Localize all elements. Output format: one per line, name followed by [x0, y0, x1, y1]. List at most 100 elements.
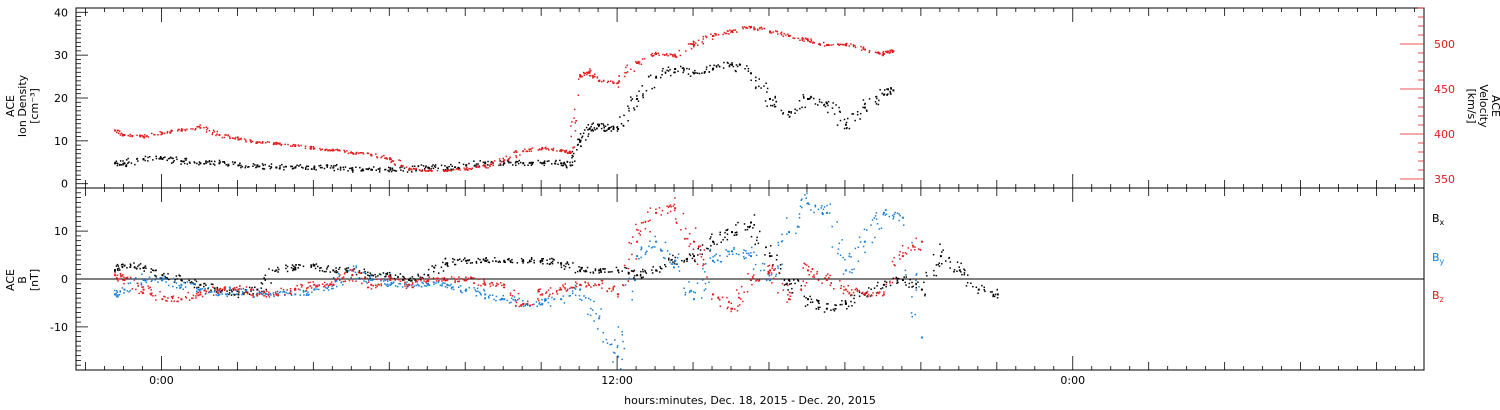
- top-velocity-sample: [618, 80, 621, 83]
- bottom-By-sample: [581, 299, 583, 301]
- top-velocity-sample: [431, 170, 433, 172]
- bottom-Bx-sample: [190, 281, 193, 283]
- top-velocity-sample: [734, 29, 737, 31]
- top-velocity-sample: [881, 54, 884, 56]
- bottom-By-sample: [441, 283, 443, 285]
- bottom-Bz-sample: [682, 212, 685, 215]
- bottom-By-sample: [229, 287, 231, 290]
- bottom-By-sample: [411, 284, 413, 286]
- top-density-sample: [173, 160, 175, 162]
- bottom-Bz-sample: [531, 304, 534, 306]
- top-density-sample: [633, 107, 635, 109]
- bottom-left-tick-label: 10: [54, 225, 68, 238]
- top-velocity-sample: [705, 36, 708, 38]
- top-density-sample: [389, 167, 392, 169]
- top-velocity-sample: [874, 51, 877, 53]
- top-density-sample: [579, 133, 582, 135]
- top-velocity-sample: [528, 148, 530, 151]
- bottom-By-sample: [600, 308, 602, 310]
- bottom-By-sample: [380, 280, 382, 282]
- bottom-Bz-sample: [635, 258, 637, 260]
- bottom-Bx-sample: [312, 263, 315, 266]
- top-velocity-sample: [272, 143, 275, 146]
- bottom-Bz-point: [294, 288, 297, 291]
- top-density-sample: [653, 86, 656, 89]
- top-density-sample: [782, 112, 785, 114]
- bottom-By-sample: [551, 296, 553, 299]
- bottom-Bz-sample: [379, 278, 382, 281]
- top-velocity-sample: [129, 133, 131, 136]
- bottom-Bx-sample: [560, 264, 562, 266]
- bottom-Bx-sample: [382, 272, 385, 274]
- top-left-ylabel: ACE Ion Density [cm⁻³]: [4, 74, 41, 137]
- top-density-sample: [774, 95, 776, 98]
- top-velocity-sample: [845, 45, 847, 47]
- bottom-Bz-sample: [830, 282, 832, 285]
- bottom-Bx-sample: [154, 274, 156, 277]
- bottom-Bx-sample: [260, 282, 263, 284]
- bottom-Bz-sample: [323, 286, 325, 288]
- bottom-Bx-sample: [953, 271, 955, 273]
- bottom-By-sample: [765, 279, 768, 282]
- top-density-sample: [790, 111, 792, 113]
- bottom-Bx-sample: [720, 241, 722, 243]
- bottom-Bz-sample: [260, 293, 263, 295]
- top-velocity-sample: [352, 153, 354, 155]
- bottom-Bz-sample: [576, 282, 578, 285]
- bottom-Bz-sample: [726, 307, 729, 310]
- bottom-Bx-sample: [674, 256, 677, 259]
- bottom-By-sample: [415, 284, 417, 287]
- top-velocity-sample: [626, 71, 629, 73]
- top-density-sample: [571, 150, 574, 153]
- bottom-By-sample: [593, 300, 595, 303]
- top-density-sample: [744, 68, 746, 70]
- top-density-sample: [579, 139, 581, 142]
- top-velocity-sample: [249, 140, 252, 143]
- top-velocity-sample: [828, 44, 830, 46]
- bottom-Bz-sample: [702, 258, 705, 261]
- bottom-Bx-sample: [293, 268, 295, 271]
- top-density-sample: [863, 103, 866, 106]
- top-velocity-sample: [588, 72, 591, 74]
- bottom-By-sample: [178, 284, 180, 287]
- bottom-Bz-sample: [738, 296, 740, 299]
- bottom-Bx-sample: [329, 271, 331, 273]
- top-density-sample: [628, 110, 630, 112]
- top-velocity-sample: [606, 81, 609, 84]
- top-velocity-point: [351, 152, 354, 154]
- top-velocity-point: [693, 44, 695, 46]
- bottom-Bz-sample: [730, 302, 732, 304]
- top-density-sample: [703, 71, 706, 73]
- bottom-Bz-sample: [902, 252, 904, 254]
- bottom-Bx-sample: [578, 266, 580, 268]
- bottom-By-sample: [817, 208, 820, 211]
- top-left-ylabel-line1: ACE: [4, 95, 17, 117]
- top-density-sample: [440, 164, 443, 167]
- bottom-Bz-sample: [339, 274, 341, 276]
- bottom-Bz-sample: [758, 279, 761, 282]
- top-density-sample: [434, 166, 437, 168]
- top-velocity-sample: [862, 48, 865, 50]
- bottom-Bx-sample: [956, 261, 959, 263]
- top-velocity-sample: [118, 132, 120, 134]
- bottom-By-sample: [370, 274, 372, 277]
- bottom-Bz-sample: [567, 288, 569, 291]
- bottom-Bx-sample: [889, 284, 892, 287]
- top-density-sample: [321, 166, 323, 169]
- top-velocity-sample: [545, 146, 547, 149]
- top-velocity-sample: [470, 168, 473, 170]
- bottom-By-point: [920, 336, 923, 339]
- top-density-sample: [802, 96, 805, 98]
- bottom-By-sample: [340, 281, 343, 284]
- top-density-sample: [715, 65, 718, 67]
- bottom-Bx-sample: [129, 266, 131, 268]
- bottom-Bz-sample: [811, 268, 813, 271]
- top-density-sample: [232, 163, 235, 165]
- bottom-By-point: [161, 279, 164, 281]
- bottom-Bx-sample: [691, 257, 694, 260]
- bottom-By-sample: [610, 343, 613, 345]
- bottom-Bz-sample: [627, 267, 630, 270]
- bottom-Bx-sample: [533, 259, 535, 262]
- bottom-By-sample: [450, 287, 453, 290]
- top-velocity-sample: [637, 60, 639, 63]
